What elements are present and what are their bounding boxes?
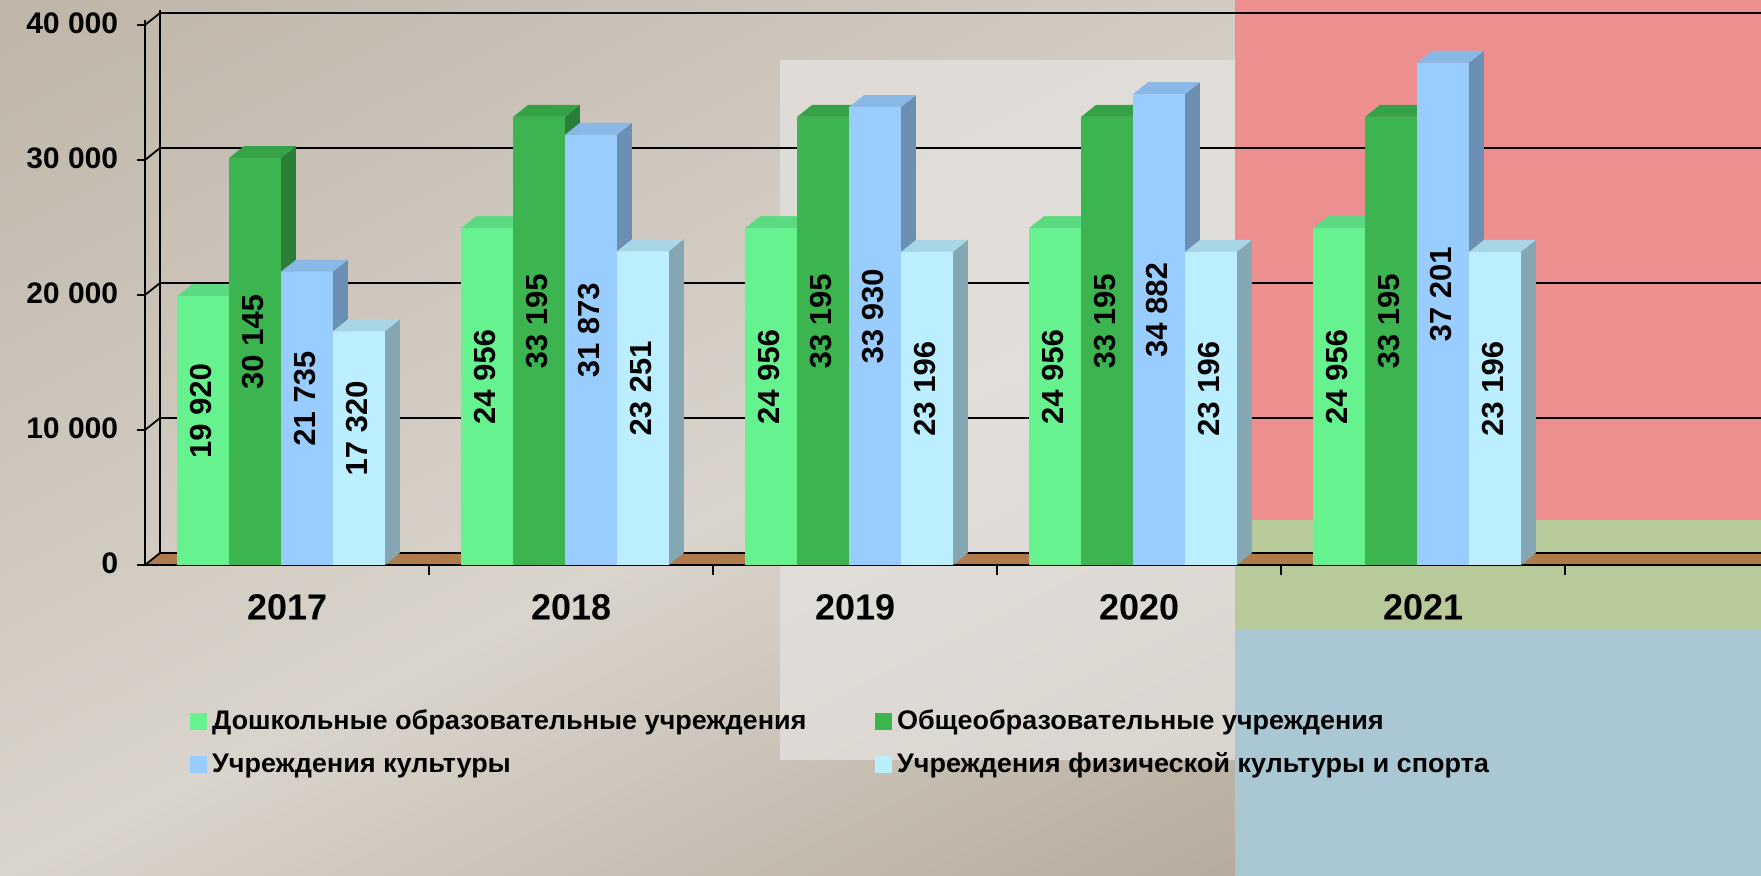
bar [1469,251,1521,565]
bar [1313,228,1365,565]
value-label: 30 145 [235,294,270,389]
bar-top [797,104,864,117]
grid-line-depth [144,282,161,296]
value-label: 24 956 [1319,329,1354,424]
bar-top [1313,216,1380,229]
bar-top [1185,239,1252,252]
bar [745,228,797,565]
legend-label: Дошкольные образовательные учреждения [212,705,806,735]
y-tick-label: 40 000 [26,7,118,40]
legend-swatch [190,713,207,730]
bar [513,116,565,566]
value-label: 33 930 [855,269,890,364]
value-label: 33 195 [1371,274,1406,369]
bar [1133,94,1185,565]
bar [1185,251,1237,565]
bar-top [461,216,528,229]
value-label: 24 956 [467,329,502,424]
bar-top [513,104,580,117]
bar-top [617,239,684,252]
value-label: 34 882 [1139,262,1174,357]
y-tick-label: 30 000 [26,142,118,175]
value-label: 33 195 [1087,274,1122,369]
bar [1365,116,1417,566]
bar-top [901,239,968,252]
bar-top [229,146,296,159]
grid-line-depth [144,147,161,161]
value-label: 31 873 [571,282,606,377]
value-label: 19 920 [183,363,218,458]
bar-top [177,284,244,297]
y-tick-label: 0 [101,547,118,580]
x-tick-label: 2018 [531,587,611,628]
y-tick-label: 10 000 [26,412,118,445]
bar-top [1133,82,1200,95]
value-label: 37 201 [1423,246,1458,341]
y-tick-label: 20 000 [26,277,118,310]
bar-side [669,239,684,565]
legend-swatch [875,713,892,730]
value-label: 24 956 [1035,329,1070,424]
x-tick-label: 2021 [1383,587,1463,628]
bar-top [1417,50,1484,63]
value-label: 23 251 [623,341,658,436]
bar [229,158,281,566]
bar [1029,228,1081,565]
bar [333,331,385,565]
value-label: 33 195 [803,274,838,369]
bar [1417,62,1469,565]
x-tick-label: 2020 [1099,587,1179,628]
value-label: 23 196 [1475,341,1510,436]
legend-label: Общеобразовательные учреждения [897,705,1384,735]
bar-top [849,94,916,107]
bar-side [1521,239,1536,565]
bar-side [953,239,968,565]
bar-side [385,319,400,565]
legend-label: Учреждения физической культуры и спорта [897,748,1490,778]
bar [901,251,953,565]
bar-top [1365,104,1432,117]
bar [281,271,333,565]
value-label: 23 196 [1191,341,1226,436]
bar [1081,116,1133,566]
legend-swatch [875,756,892,773]
bar-top [745,216,812,229]
grid-line-depth [144,552,161,566]
bar-top [1081,104,1148,117]
legend-label: Учреждения культуры [212,748,511,778]
bar [461,228,513,565]
background-blue [1235,630,1761,876]
bar [797,116,849,566]
bar [177,296,229,565]
bar-top [333,319,400,332]
x-tick-label: 2019 [815,587,895,628]
grid-line-depth [144,12,161,26]
bar-top [281,259,348,272]
value-label: 23 196 [907,341,942,436]
bar-top [565,122,632,135]
legend-swatch [190,756,207,773]
grid-line-depth [144,417,161,431]
bar [565,134,617,566]
value-label: 24 956 [751,329,786,424]
bar-top [1029,216,1096,229]
x-tick-label: 2017 [247,587,327,628]
value-label: 17 320 [339,381,374,476]
value-label: 21 735 [287,351,322,446]
bar-top [1469,239,1536,252]
bar-side [1237,239,1252,565]
bar [617,251,669,565]
value-label: 33 195 [519,274,554,369]
bar [849,106,901,565]
